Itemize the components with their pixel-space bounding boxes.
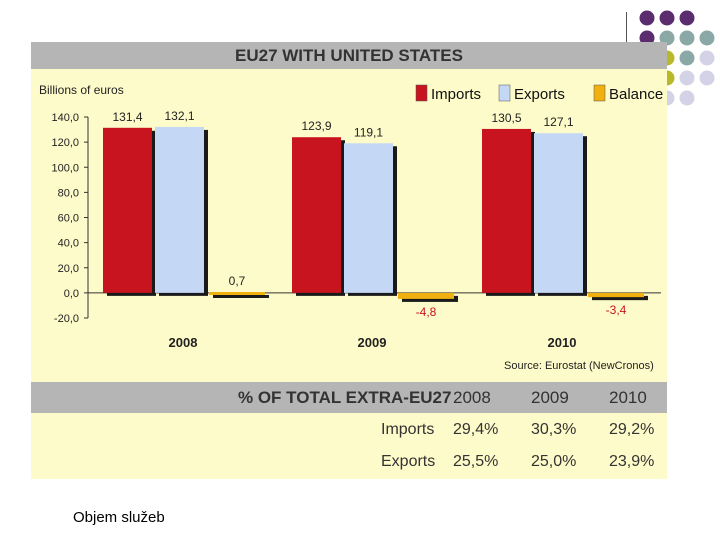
table-cell-imports-2008: 29,4% (453, 421, 499, 438)
y-tick-label: 140,0 (51, 112, 79, 124)
bar-exports-2009 (344, 143, 393, 293)
legend-swatch-exports (498, 84, 511, 102)
bar-chart: Billions of euros Imports Exports Balance -2… (39, 83, 663, 350)
bar-balance-2009 (398, 292, 454, 299)
bar-shadow (592, 295, 648, 301)
x-tick-label-2010: 2010 (548, 335, 577, 350)
data-label-exports-2010: 127,1 (543, 115, 573, 129)
table-year-2008: 2008 (453, 388, 491, 407)
decorative-dot (639, 30, 655, 46)
legend-label-exports: Exports (514, 86, 565, 103)
bar-imports-2009 (292, 137, 341, 293)
y-tick-label: -20,0 (54, 313, 79, 325)
bar-exports-2010 (534, 133, 583, 293)
table-cell-exports-2010: 23,9% (609, 453, 655, 470)
y-tick-label: 80,0 (58, 187, 79, 199)
bar-shadow (213, 294, 269, 298)
chart-panel: EU27 WITH UNITED STATES Billions of euro… (31, 42, 667, 479)
table-year-2009: 2009 (531, 388, 569, 407)
data-label-balance-2009: -4,8 (416, 305, 437, 319)
bar-imports-2010 (482, 128, 531, 293)
table-row-imports-label: Imports (381, 421, 435, 438)
x-tick-label-2009: 2009 (358, 335, 387, 350)
table-cell-exports-2009: 25,0% (531, 453, 577, 470)
legend-label-balance: Balance (609, 86, 663, 103)
legend-swatch-balance (593, 84, 606, 102)
data-label-imports-2008: 131,4 (112, 110, 142, 124)
decorative-dot (679, 90, 695, 106)
decorative-dot (699, 50, 715, 66)
bar-balance-2008 (209, 291, 265, 295)
decorative-dot (679, 70, 695, 86)
y-tick-label: 20,0 (58, 263, 79, 275)
legend-swatch-imports (415, 84, 428, 102)
chart-source: Source: Eurostat (NewCronos) (504, 360, 654, 372)
decorative-dot (639, 10, 655, 26)
data-label-imports-2009: 123,9 (301, 119, 331, 133)
table-row-exports-label: Exports (381, 453, 436, 470)
decorative-dot (699, 30, 715, 46)
divider-line (626, 12, 627, 46)
slide-caption: Objem služeb (73, 509, 165, 526)
decorative-dot (679, 10, 695, 26)
decorative-dot (659, 30, 675, 46)
legend-label-imports: Imports (431, 86, 481, 103)
data-label-balance-2010: -3,4 (606, 303, 627, 317)
data-label-exports-2009: 119,1 (354, 125, 383, 139)
x-tick-label-2008: 2008 (169, 335, 198, 350)
data-label-exports-2008: 132,1 (164, 109, 194, 123)
decorative-dot (679, 30, 695, 46)
y-tick-label: 60,0 (58, 213, 79, 225)
decorative-dot (659, 10, 675, 26)
table-cell-exports-2008: 25,5% (453, 453, 499, 470)
bar-exports-2008 (155, 126, 204, 293)
data-label-imports-2010: 130,5 (491, 111, 521, 125)
data-label-balance-2008: 0,7 (229, 274, 246, 288)
table-year-2010: 2010 (609, 388, 647, 407)
decorative-dot (679, 50, 695, 66)
bar-balance-2010 (588, 292, 644, 298)
y-tick-label: 120,0 (51, 137, 79, 149)
chart-title-band: EU27 WITH UNITED STATES (31, 42, 667, 69)
y-axis-label: Billions of euros (39, 83, 124, 97)
y-tick-label: 0,0 (64, 288, 79, 300)
table-cell-imports-2010: 29,2% (609, 421, 655, 438)
bar-imports-2008 (103, 127, 152, 293)
table-header-band: % OF TOTAL EXTRA-EU27 2008 2009 2010 (31, 382, 667, 413)
y-tick-label: 40,0 (58, 238, 79, 250)
y-tick-label: 100,0 (51, 162, 79, 174)
table-cell-imports-2009: 30,3% (531, 421, 577, 438)
chart-title: EU27 WITH UNITED STATES (235, 46, 463, 65)
decorative-dot (699, 70, 715, 86)
table-header-title: % OF TOTAL EXTRA-EU27 (238, 388, 452, 407)
